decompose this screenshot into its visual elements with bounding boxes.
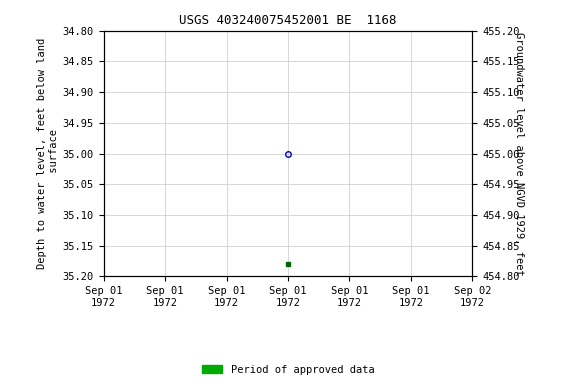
Title: USGS 403240075452001 BE  1168: USGS 403240075452001 BE 1168 — [179, 14, 397, 27]
Legend: Period of approved data: Period of approved data — [198, 361, 378, 379]
Y-axis label: Groundwater level above NGVD 1929, feet: Groundwater level above NGVD 1929, feet — [514, 32, 524, 275]
Y-axis label: Depth to water level, feet below land
 surface: Depth to water level, feet below land su… — [37, 38, 59, 269]
